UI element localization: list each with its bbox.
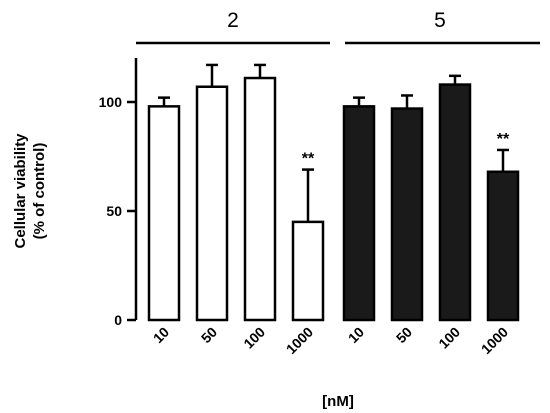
group-label-2: 5 <box>434 9 446 32</box>
x-tick-label: 10 <box>345 324 367 346</box>
x-tick-label: 100 <box>435 324 463 352</box>
x-axis-title: [nM] <box>322 393 354 410</box>
group-label-1: 2 <box>227 9 239 32</box>
x-tick-label: 1000 <box>478 324 511 357</box>
x-tick-label: 10 <box>150 324 172 346</box>
y-tick-label: 100 <box>99 94 123 110</box>
y-axis-title-line-2: (% of control) <box>31 143 48 240</box>
bar <box>195 85 229 322</box>
y-tick-label: 0 <box>114 312 122 328</box>
x-tick-label: 1000 <box>283 324 316 357</box>
bars-layer: ** ** <box>147 63 520 322</box>
y-axis-title-line-1: Cellular viability <box>12 133 29 249</box>
x-axis-ticks: 10 50 100 1000 10 50 100 1000 <box>150 324 511 357</box>
bar <box>390 107 424 322</box>
bar <box>291 220 325 322</box>
y-axis-ticks: 0 50 100 <box>99 94 136 328</box>
significance-label: ** <box>302 151 315 168</box>
x-tick-label: 50 <box>198 324 220 346</box>
y-tick-label: 50 <box>106 203 122 219</box>
bar <box>438 83 472 322</box>
x-tick-label: 50 <box>393 324 415 346</box>
bar <box>486 170 520 322</box>
bar <box>147 105 181 322</box>
significance-label: ** <box>497 131 510 148</box>
x-tick-label: 100 <box>240 324 268 352</box>
bar <box>243 76 277 322</box>
bar <box>342 105 376 322</box>
